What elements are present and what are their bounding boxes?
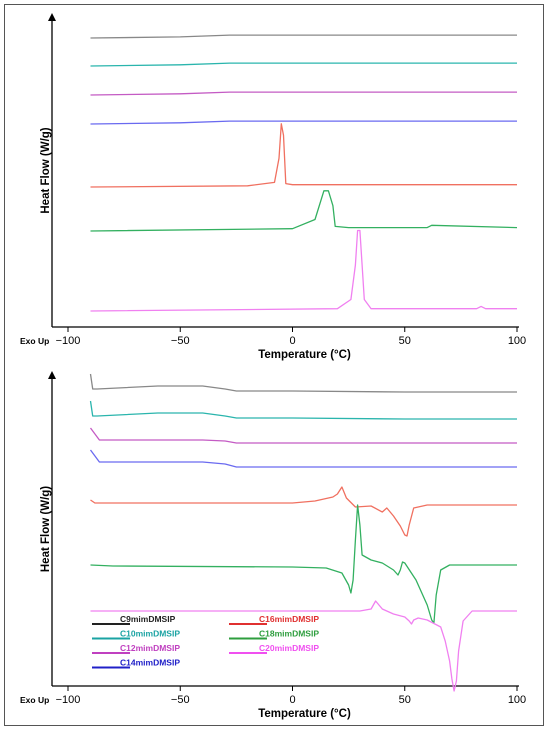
series-line-7 bbox=[90, 229, 517, 312]
series-line-7 bbox=[90, 600, 517, 692]
x-tick-label: 0 bbox=[289, 694, 295, 706]
series-line-2 bbox=[89, 400, 517, 420]
x-tick-label: −50 bbox=[171, 335, 190, 347]
series-line-5 bbox=[90, 486, 517, 537]
legend-label: C18mimDMSIP bbox=[259, 629, 319, 639]
x-axis-label: Temperature (°C) bbox=[258, 349, 351, 361]
series-line-1 bbox=[89, 373, 517, 393]
y-axis-label: Heat Flow (W/g) bbox=[40, 486, 52, 572]
series-line-5 bbox=[90, 123, 517, 188]
series-line-3 bbox=[89, 427, 517, 444]
bottom-panel: −100 −50 0 50 100 Exo Up Temperature (°C) Heat … bbox=[20, 371, 526, 720]
y-axis-label: Heat Flow (W/g) bbox=[40, 127, 52, 213]
legend-label: C9mimDMSIP bbox=[120, 614, 176, 624]
legend-label: C10mimDMSIP bbox=[120, 629, 180, 639]
series-line-6 bbox=[90, 190, 518, 232]
legend-label: C14mimDMSIP bbox=[120, 658, 180, 668]
x-axis-label: Temperature (°C) bbox=[258, 708, 351, 720]
x-tick-label: 100 bbox=[508, 694, 526, 706]
x-tick-label: −100 bbox=[56, 335, 81, 347]
x-tick-label: 50 bbox=[399, 335, 411, 347]
x-tick-label: −50 bbox=[171, 694, 190, 706]
x-tick-label: 0 bbox=[289, 335, 295, 347]
series-line-2 bbox=[90, 62, 517, 67]
figure-frame bbox=[4, 4, 544, 726]
series-line-4 bbox=[89, 449, 517, 468]
exo-up-label: Exo Up bbox=[20, 336, 49, 346]
exo-up-label: Exo Up bbox=[20, 695, 49, 705]
legend-label: C16mimDMSIP bbox=[259, 614, 319, 624]
series-line-3 bbox=[90, 91, 517, 96]
x-tick-label: 100 bbox=[508, 335, 526, 347]
series-line-6 bbox=[90, 504, 517, 624]
legend-label: C12mimDMSIP bbox=[120, 643, 180, 653]
series-line-4 bbox=[90, 120, 517, 125]
series-line-1 bbox=[90, 34, 517, 39]
legend-label: C20mimDMSIP bbox=[259, 643, 319, 653]
x-tick-label: 50 bbox=[399, 694, 411, 706]
x-tick-label: −100 bbox=[56, 694, 81, 706]
top-panel: −100 −50 0 50 100 Exo Up Temperature (°C) Heat … bbox=[20, 13, 526, 361]
